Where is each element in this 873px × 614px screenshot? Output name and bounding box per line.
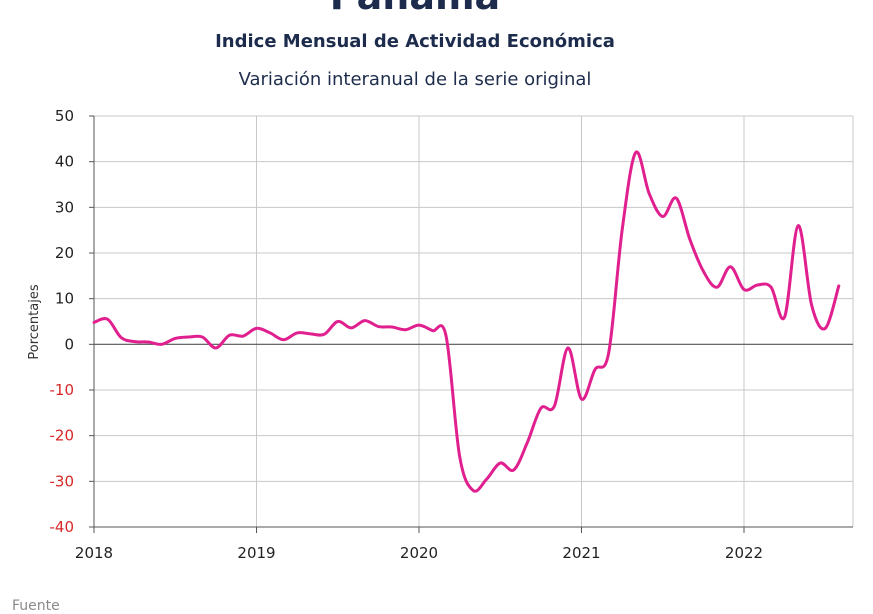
x-tick-label: 2022 bbox=[725, 544, 763, 562]
y-tick-label: -10 bbox=[50, 381, 75, 399]
x-tick-label: 2020 bbox=[400, 544, 438, 562]
source-label: Fuente bbox=[12, 598, 60, 614]
y-tick-label: 30 bbox=[55, 198, 74, 216]
x-tick-label: 2021 bbox=[562, 544, 600, 562]
y-tick-label: 0 bbox=[64, 335, 74, 353]
y-tick-labels: 50 40 30 20 10 0 -10 -20 -30 -40 bbox=[50, 107, 75, 536]
x-tick-label: 2018 bbox=[75, 544, 113, 562]
series-line-0 bbox=[94, 152, 839, 491]
y-axis-label: Porcentajes bbox=[27, 284, 42, 359]
y-tick-label: -30 bbox=[50, 472, 75, 490]
y-tick-label: 40 bbox=[55, 153, 74, 171]
axes bbox=[89, 116, 853, 533]
y-tick-label: 20 bbox=[55, 244, 74, 262]
x-tick-labels: 2018 2019 2020 2021 2022 bbox=[75, 544, 763, 562]
y-tick-label: 10 bbox=[55, 290, 74, 308]
series-layer bbox=[94, 152, 839, 491]
y-tick-label: -40 bbox=[50, 518, 75, 536]
x-tick-label: 2019 bbox=[237, 544, 275, 562]
y-tick-label: -20 bbox=[50, 427, 75, 445]
grid bbox=[94, 116, 853, 527]
y-tick-label: 50 bbox=[55, 107, 74, 125]
